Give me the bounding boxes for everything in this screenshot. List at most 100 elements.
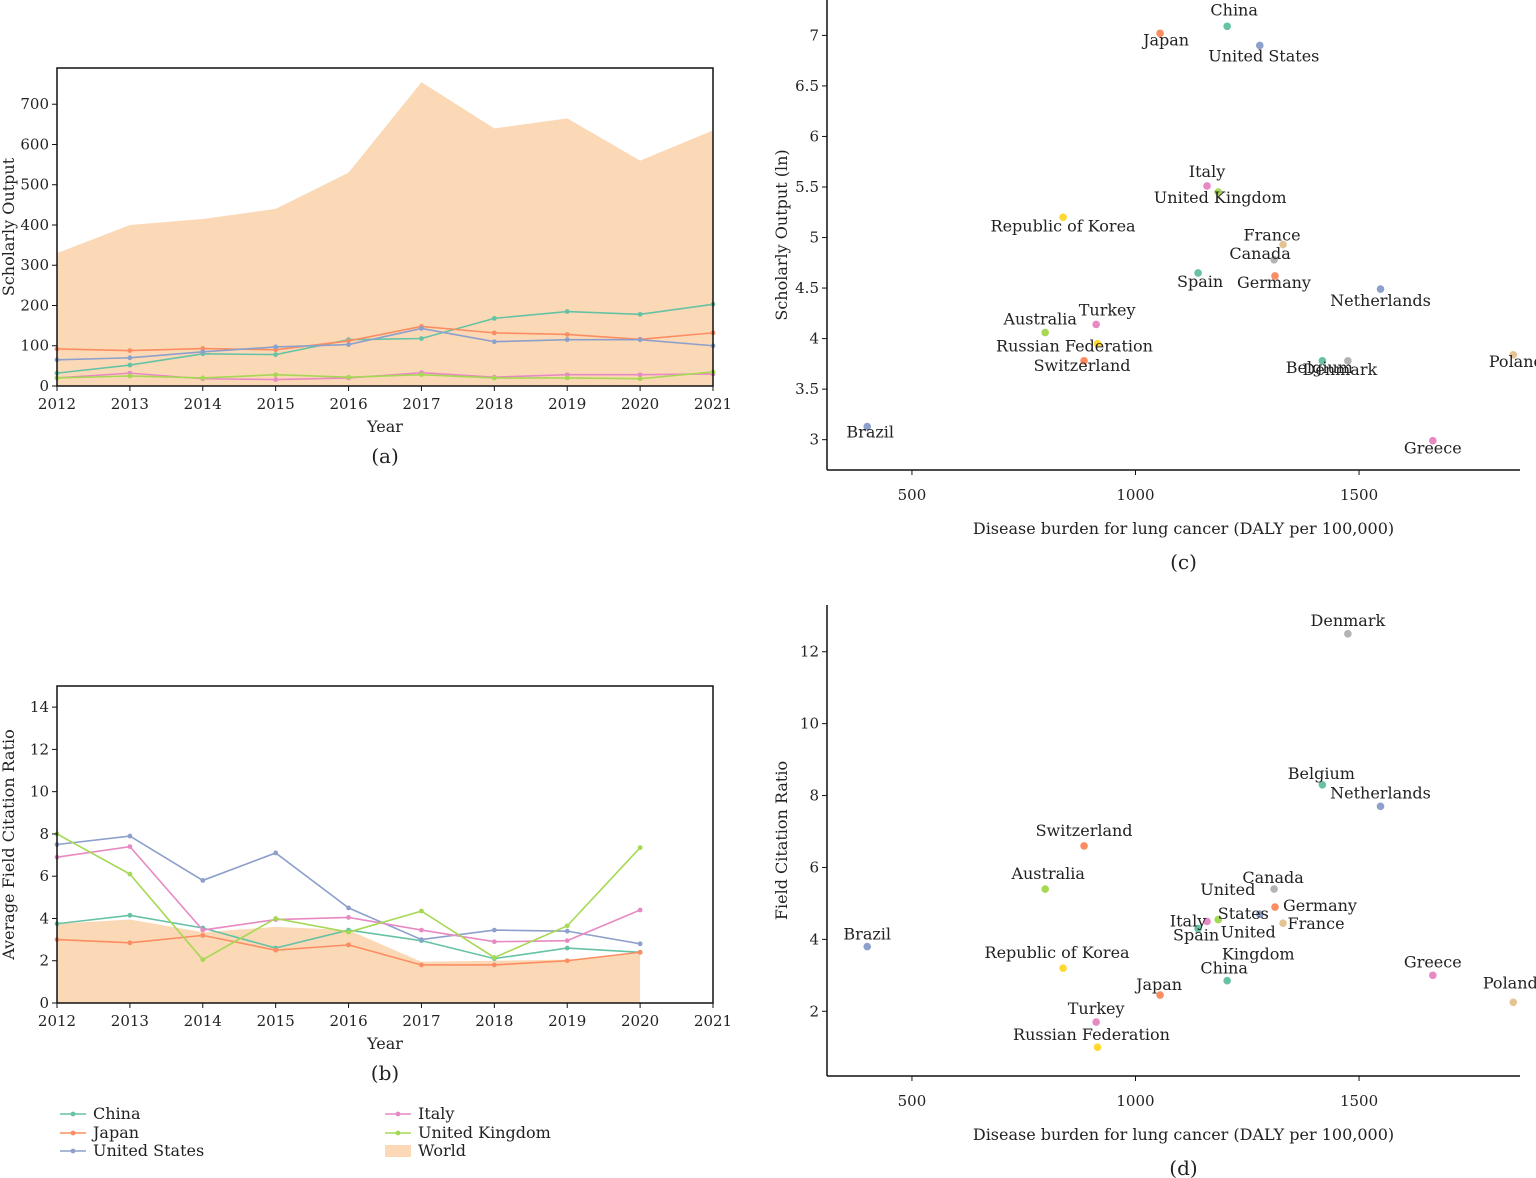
x-tick-label: 1000 (1116, 1092, 1154, 1110)
point-united-states-2014 (200, 349, 206, 355)
y-tick-label: 7 (809, 26, 819, 44)
x-tick-label: 2015 (257, 395, 295, 413)
point-united-states-2016 (346, 905, 351, 911)
x-tick-label: 2013 (111, 1012, 149, 1030)
point-united-kingdom-2020 (637, 845, 643, 851)
point-united-states (1255, 910, 1264, 919)
point-brazil (863, 942, 872, 951)
series-united-states (56, 327, 714, 361)
point-united-kingdom-2017 (419, 908, 424, 914)
point-united-states-2016 (346, 342, 351, 347)
point-italy-2013 (127, 844, 133, 850)
point-japan-2014 (200, 932, 206, 938)
series-united-kingdom (56, 371, 714, 380)
point-poland (1509, 998, 1518, 1007)
point-label-japan: Japan (1141, 30, 1189, 49)
legend-marker-japan (70, 1130, 76, 1136)
point-china-2013 (127, 912, 133, 918)
x-tick-label: 2017 (402, 1012, 440, 1030)
point-united-kingdom-2014 (200, 375, 206, 381)
y-tick-label: 100 (20, 337, 49, 355)
point-label-united-kingdom-2: Kingdom (1222, 945, 1295, 964)
legend-label-united-kingdom: United Kingdom (418, 1123, 551, 1142)
point-united-kingdom-2017 (419, 372, 424, 378)
point-united-states-2019 (564, 928, 570, 934)
point-label-united-states: United (1200, 880, 1255, 899)
point-united-states-2019 (564, 337, 570, 343)
point-label-china: China (1210, 0, 1258, 19)
point-switzerland (1080, 842, 1088, 850)
point-brazil (863, 422, 872, 431)
x-tick-label: 2021 (694, 1012, 732, 1030)
point-united-kingdom-2019 (564, 375, 570, 381)
point-united-states-2017 (419, 937, 424, 942)
x-tick-label: 1500 (1340, 1092, 1378, 1110)
point-italy-2014 (200, 927, 206, 933)
point-italy-2019 (564, 938, 570, 944)
point-germany (1271, 903, 1279, 911)
y-tick-label: 5 (809, 229, 819, 247)
y-tick-label: 500 (20, 176, 49, 194)
y-tick-label: 600 (20, 135, 49, 153)
legend-marker-united-kingdom (395, 1130, 401, 1136)
point-canada (1270, 885, 1278, 893)
x-axis-label: Year (366, 417, 403, 436)
x-axis-label: Disease burden for lung cancer (DALY per… (973, 519, 1394, 538)
area-world (57, 919, 641, 1003)
point-label-japan: Japan (1134, 975, 1182, 994)
panel-label: (d) (1169, 1156, 1197, 1178)
point-japan-2020 (637, 949, 643, 955)
y-tick-label: 12 (30, 740, 49, 758)
point-japan-2013 (127, 940, 133, 946)
point-united-kingdom-2018 (491, 375, 497, 381)
point-united-states-2018 (491, 339, 497, 345)
point-label-brazil: Brazil (846, 423, 894, 442)
x-tick-label: 1500 (1340, 486, 1378, 504)
point-label-switzerland: Switzerland (1036, 821, 1133, 840)
panel-label: (b) (371, 1061, 399, 1085)
point-italy-2020 (637, 907, 643, 913)
point-united-kingdom-2015 (273, 916, 279, 921)
y-axis-label: Average Field Citation Ratio (0, 729, 18, 961)
x-tick-label: 500 (898, 1092, 927, 1110)
point-united-states-2020 (637, 337, 643, 343)
y-tick-label: 6.5 (795, 77, 819, 95)
y-tick-label: 10 (30, 783, 49, 801)
x-tick-label: 500 (898, 486, 927, 504)
point-united-kingdom-2020 (637, 376, 643, 382)
point-denmark (1344, 629, 1352, 638)
point-label-germany: Germany (1237, 273, 1311, 292)
series-japan (56, 325, 714, 352)
panel-label: (c) (1170, 550, 1197, 574)
panel-label: (a) (371, 444, 399, 468)
legend-label-united-states: United States (93, 1141, 204, 1160)
legend-item-japan: Japan (60, 1123, 139, 1142)
point-australia (1041, 885, 1049, 893)
point-label-spain: Spain (1173, 926, 1219, 945)
x-tick-label: 2019 (548, 395, 586, 413)
point-label-poland: Poland (1489, 352, 1536, 371)
y-axis-label: Field Citation Ratio (772, 761, 791, 920)
point-united-states-2013 (127, 355, 133, 361)
point-label-republic-of-korea: Republic of Korea (985, 943, 1131, 962)
y-tick-label: 4 (809, 930, 819, 948)
point-label-denmark: Denmark (1311, 611, 1386, 630)
point-japan-2016 (346, 942, 351, 948)
x-tick-label: 2020 (621, 395, 659, 413)
point-united-kingdom-2016 (346, 374, 351, 380)
point-china-2015 (273, 352, 279, 358)
x-tick-label: 2020 (621, 1012, 659, 1030)
y-tick-label: 2 (809, 1002, 819, 1020)
legend-marker-united-states (70, 1148, 76, 1154)
point-label-brazil: Brazil (843, 925, 891, 944)
y-tick-label: 6 (809, 858, 819, 876)
y-tick-label: 700 (20, 95, 49, 113)
point-turkey (1092, 1018, 1100, 1026)
point-netherlands (1376, 285, 1385, 293)
plot-frame (56, 67, 714, 387)
legend-marker-china (70, 1111, 76, 1117)
legend-label-world: World (418, 1141, 466, 1160)
point-china-2017 (419, 336, 424, 341)
point-united-kingdom-2018 (491, 955, 497, 960)
x-tick-label: 2012 (38, 1012, 76, 1030)
